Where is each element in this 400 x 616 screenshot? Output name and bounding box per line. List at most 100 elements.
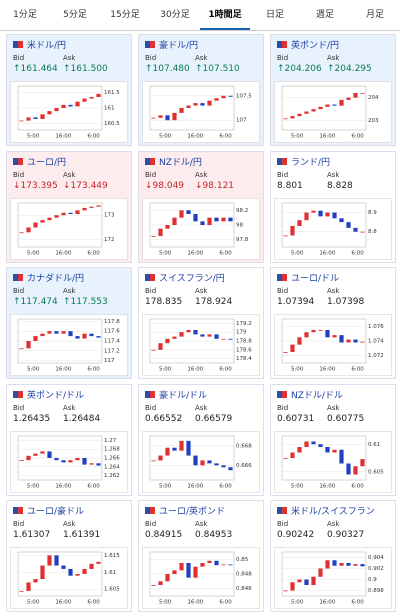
tab[interactable]: 30分足 bbox=[160, 10, 190, 20]
y-tick-label: 0.605 bbox=[368, 469, 384, 475]
mini-chart: 160.5 161 161.5 5:00 16:00 6:00 bbox=[10, 81, 128, 143]
y-tick-label: 1.264 bbox=[104, 464, 120, 470]
bid-value: ↓98.049 bbox=[145, 180, 185, 191]
candle bbox=[228, 217, 233, 221]
candle bbox=[96, 561, 101, 564]
tab[interactable]: 1分足 bbox=[13, 10, 37, 20]
currency-panel: ユーロ/円 Bid Ask ↓173.395 ↓173.449 172 173 5:00 16:… bbox=[6, 150, 132, 263]
y-tick-label: 0.898 bbox=[368, 588, 384, 594]
bid-value: 0.60731 bbox=[277, 413, 315, 424]
pair-link[interactable]: カナダドル/円 bbox=[27, 274, 85, 284]
candle bbox=[68, 212, 73, 214]
candle bbox=[353, 465, 358, 474]
candle bbox=[179, 440, 184, 451]
ask-label: Ask bbox=[327, 170, 340, 179]
y-tick-label: 161 bbox=[104, 106, 115, 112]
candle bbox=[297, 113, 302, 117]
y-tick-label: 1.61 bbox=[104, 570, 116, 576]
y-tick-label: 204 bbox=[368, 95, 379, 101]
y-tick-label: 1.262 bbox=[104, 473, 120, 479]
x-tick-label: 16:00 bbox=[319, 134, 335, 140]
candle bbox=[304, 579, 309, 585]
candle bbox=[61, 565, 66, 569]
currency-panel: 豪ドル/ドル Bid Ask 0.66552 0.66579 0.666 0.668 5:00… bbox=[138, 383, 264, 496]
ask-value: 1.07398 bbox=[327, 297, 365, 307]
candle bbox=[96, 204, 101, 207]
bid-label: Bid bbox=[277, 170, 289, 179]
candle bbox=[158, 455, 163, 460]
candle bbox=[346, 97, 351, 100]
pair-link[interactable]: ランド/円 bbox=[291, 157, 331, 168]
candle bbox=[207, 100, 212, 106]
pair-link[interactable]: ユーロ/円 bbox=[27, 157, 67, 168]
candle bbox=[221, 95, 226, 99]
x-tick-label: 16:00 bbox=[55, 250, 71, 256]
ask-label: Ask bbox=[195, 170, 208, 179]
pair-link[interactable]: ユーロ/ドル bbox=[291, 274, 340, 284]
ask-value: 178.924 bbox=[195, 297, 233, 307]
bid-label: Bid bbox=[13, 287, 25, 295]
candle bbox=[172, 447, 177, 451]
y-tick-label: 0.904 bbox=[368, 555, 384, 561]
pair-link[interactable]: 英ポンド/円 bbox=[291, 41, 340, 51]
candle bbox=[82, 568, 87, 574]
y-tick-label: 97.8 bbox=[236, 237, 249, 243]
tab[interactable]: 週足 bbox=[315, 10, 334, 20]
plot-area bbox=[17, 202, 103, 247]
ask-label: Ask bbox=[195, 287, 208, 295]
pair-link[interactable]: 米ドル/円 bbox=[27, 41, 67, 51]
ask-value: 0.90327 bbox=[327, 530, 365, 540]
candle bbox=[179, 563, 184, 571]
x-tick-label: 6:00 bbox=[351, 367, 364, 373]
pair-link[interactable]: ユーロ/豪ドル bbox=[27, 507, 85, 517]
candle bbox=[75, 101, 80, 107]
mini-chart: 1.605 1.61 1.615 5:00 16:00 6:00 bbox=[10, 547, 128, 609]
tab[interactable]: 1時間足 bbox=[200, 0, 250, 30]
mini-chart: 8.8 8.9 5:00 16:00 6:00 bbox=[274, 197, 392, 260]
tab[interactable]: 月足 bbox=[365, 10, 384, 20]
x-tick-label: 16:00 bbox=[55, 367, 71, 373]
candle bbox=[311, 576, 316, 585]
candle bbox=[186, 440, 191, 456]
plot-area bbox=[17, 551, 103, 597]
candle bbox=[40, 333, 45, 337]
y-tick-label: 1.076 bbox=[368, 324, 384, 330]
y-tick-label: 178.4 bbox=[236, 356, 252, 362]
y-tick-label: 8.8 bbox=[368, 229, 377, 235]
x-tick-label: 6:00 bbox=[87, 483, 100, 489]
y-tick-label: 0.848 bbox=[236, 572, 252, 578]
candle bbox=[40, 219, 45, 223]
mini-chart: 97.8 98 98.2 5:00 16:00 6:00 bbox=[142, 197, 260, 260]
mini-chart: 178.4 178.6 178.8 179 179.2 5:00 16:00 6:00 bbox=[142, 314, 260, 376]
candle bbox=[214, 560, 219, 566]
pair-link[interactable]: ユーロ/英ポンド bbox=[159, 507, 226, 517]
candle bbox=[200, 459, 205, 465]
pair-link[interactable]: 豪ドル/ドル bbox=[159, 390, 208, 401]
pair-link[interactable]: 豪ドル/円 bbox=[159, 41, 199, 51]
flag bbox=[277, 274, 287, 281]
ask-value: 8.828 bbox=[327, 180, 353, 191]
ask-value: 1.26484 bbox=[63, 413, 101, 424]
tab[interactable]: 15分足 bbox=[110, 10, 140, 20]
flag bbox=[13, 274, 23, 281]
tab[interactable]: 日足 bbox=[265, 10, 284, 20]
ask-value: 0.84953 bbox=[195, 530, 233, 540]
ask-value: ↑161.500 bbox=[63, 64, 108, 74]
pair-link[interactable]: NZドル/ドル bbox=[291, 390, 343, 401]
pair-link[interactable]: スイスフラン/円 bbox=[159, 274, 225, 284]
tab[interactable]: 5分足 bbox=[63, 10, 87, 20]
candle bbox=[283, 352, 288, 353]
candle bbox=[186, 563, 191, 578]
pair-link[interactable]: NZドル/円 bbox=[159, 157, 202, 168]
x-tick-label: 5:00 bbox=[27, 134, 40, 140]
bid-label: Bid bbox=[145, 403, 157, 412]
pair-link[interactable]: 英ポンド/ドル bbox=[27, 390, 85, 401]
candle bbox=[207, 334, 212, 337]
mini-chart: 172 173 5:00 16:00 6:00 bbox=[10, 197, 128, 260]
candle bbox=[325, 212, 330, 216]
y-tick-label: 173 bbox=[104, 212, 115, 218]
pair-link[interactable]: 米ドル/スイスフラン bbox=[291, 507, 375, 517]
candle bbox=[339, 563, 344, 566]
candle bbox=[283, 590, 288, 592]
